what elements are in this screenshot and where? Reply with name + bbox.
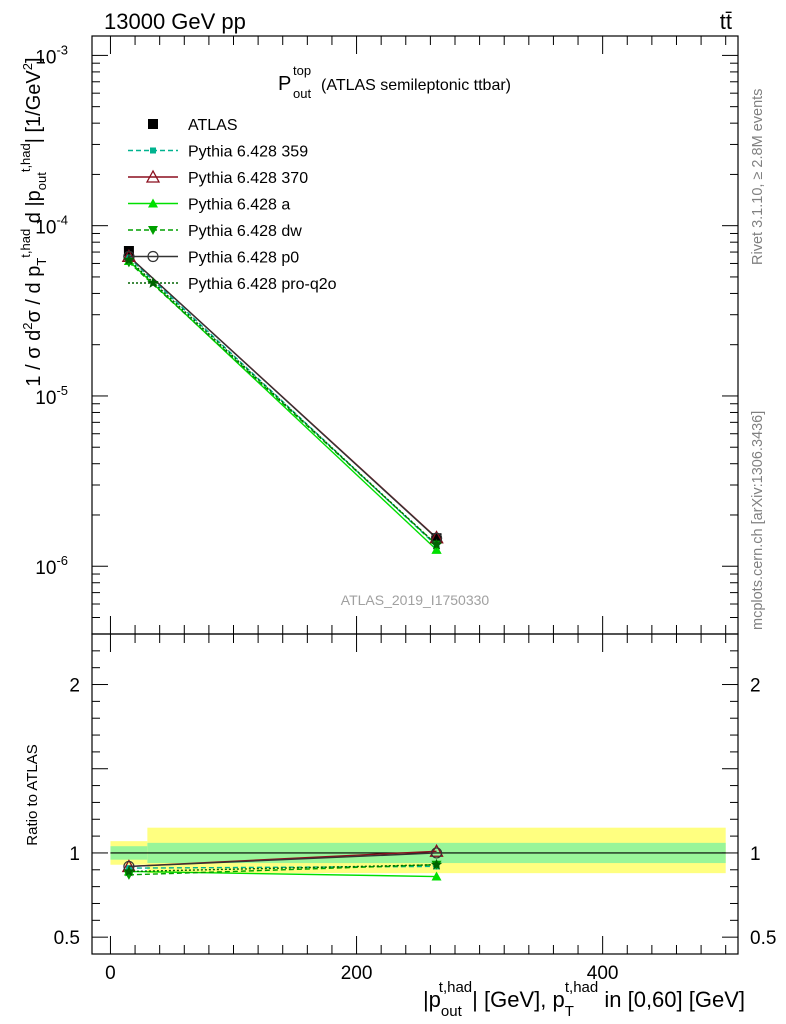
mcplots-label: mcplots.cern.ch [arXiv:1306.3436] — [750, 411, 766, 630]
ratio-series-line — [128, 852, 437, 868]
legend: ATLAS Pythia 6.428 359 Pythia 6.428 370 Pyt… — [128, 117, 337, 293]
plot-title: P top out (ATLAS semileptonic ttbar) — [278, 63, 511, 101]
ratio-series-line — [128, 864, 437, 873]
legend-atlas-marker — [148, 119, 158, 129]
main-series-point-overlay — [430, 538, 443, 550]
ratio-y-tick-label: 1 — [69, 844, 80, 865]
main-y-tick-label: 10-6 — [35, 553, 68, 579]
main-y-tick-label: 10-4 — [35, 213, 68, 239]
ratio-y-tick-label: 0.5 — [54, 928, 80, 949]
ratio-y-tick-label: 2 — [69, 676, 80, 697]
svg-text:1 / σ d2σ / d pTt,had d |poutt: 1 / σ d2σ / d pTt,had d |poutt,had| [1/G… — [18, 57, 49, 386]
x-axis-label: |poutt,had| [GeV], pTt,had in [0,60] [Ge… — [423, 979, 745, 1020]
ratio-data-layer — [121, 843, 444, 881]
ratio-panel-frame — [91, 633, 739, 955]
main-data-layer — [121, 246, 444, 554]
x-tick-label: 0 — [105, 963, 116, 984]
x-tick-label: 400 — [587, 963, 619, 984]
main-series-line — [128, 259, 438, 546]
ratio-y-tick-label-right: 0.5 — [750, 928, 776, 949]
legend-atlas-label: ATLAS — [188, 117, 238, 134]
ratio-ylabel: Ratio to ATLAS — [24, 744, 41, 845]
legend-label: Pythia 6.428 dw — [188, 223, 302, 240]
legend-marker — [145, 169, 161, 183]
rivet-label: Rivet 3.1.10, ≥ 2.8M events — [750, 89, 766, 265]
analysis-watermark: ATLAS_2019_I1750330 — [341, 592, 490, 608]
main-series-point-overlay — [123, 253, 135, 265]
plot-title-main: P — [278, 73, 291, 95]
main-axes: 10-6 10-5 10-4 10-3 — [35, 36, 738, 635]
main-series-line — [128, 260, 438, 551]
atlas-data-point — [431, 533, 442, 544]
legend-label: Pythia 6.428 359 — [188, 144, 308, 161]
ratio-series-line — [128, 870, 437, 878]
ratio-series-point — [430, 858, 443, 870]
legend-marker — [148, 226, 158, 235]
main-series-line — [128, 255, 438, 539]
ratio-y-tick-label-right: 2 — [750, 676, 761, 697]
ratio-y-tick-label-right: 1 — [750, 844, 761, 865]
x-tick-label: 200 — [341, 963, 373, 984]
ratio-series-point — [431, 871, 442, 881]
main-ylabel: 1 / σ d2σ / d pTt,had d |poutt,had| [1/G… — [18, 57, 49, 386]
ratio-series-point — [429, 843, 444, 857]
ratio-series-point — [430, 847, 443, 859]
header-energy: 13000 GeV pp — [104, 9, 246, 34]
plot-title-sup: top — [293, 63, 311, 78]
legend-marker — [150, 147, 156, 154]
legend-label: Pythia 6.428 p0 — [188, 250, 299, 267]
header-process: tt̄ — [720, 9, 732, 34]
plot-title-rest: (ATLAS semileptonic ttbar) — [321, 77, 511, 94]
legend-label: Pythia 6.428 pro-q2o — [188, 276, 337, 293]
legend-label: Pythia 6.428 370 — [188, 170, 308, 187]
legend-marker — [147, 277, 159, 288]
svg-text:|poutt,had| [GeV], pTt,had in: |poutt,had| [GeV], pTt,had in [0,60] [Ge… — [423, 979, 745, 1020]
legend-marker — [147, 250, 159, 263]
legend-marker — [148, 198, 158, 208]
main-y-tick-label: 10-3 — [35, 42, 68, 68]
plot-title-sub: out — [293, 86, 311, 101]
legend-label: Pythia 6.428 a — [188, 197, 290, 214]
ratio-axes: 0 200 400 0.5 0.5 1 1 2 2 — [54, 633, 776, 984]
main-y-tick-label: 10-5 — [35, 383, 68, 409]
ratio-series-point — [123, 865, 135, 877]
